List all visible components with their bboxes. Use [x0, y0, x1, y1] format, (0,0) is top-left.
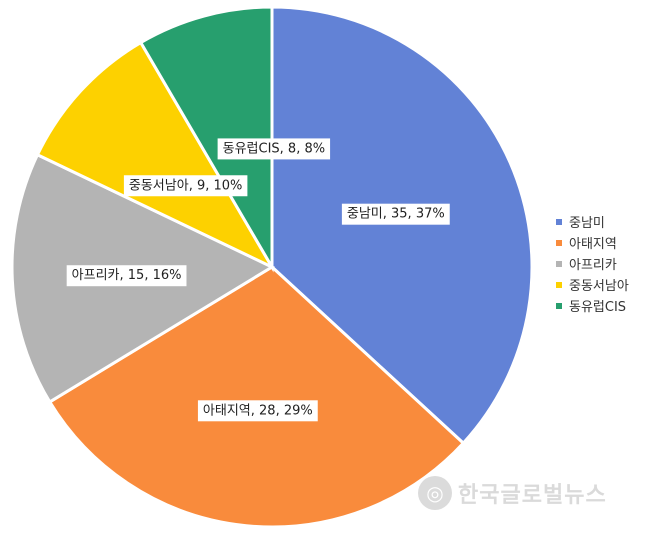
legend-label: 중남미: [569, 216, 605, 231]
data-label-box: [123, 175, 248, 197]
legend-item-latin-america: 중남미: [556, 211, 629, 232]
data-label-box: [341, 203, 450, 225]
data-label-latin-america: 중남미, 35, 37%: [347, 207, 445, 222]
watermark: ◎ 한국글로벌뉴스: [418, 476, 607, 510]
data-label-asia-pacific: 아태지역, 28, 29%: [203, 403, 313, 418]
legend-item-middle-east: 중동서남아: [556, 274, 629, 295]
legend-label: 아프리카: [569, 258, 617, 273]
legend-swatch: [556, 218, 562, 225]
legend-swatch: [556, 260, 562, 267]
pie-slice-latin-america: [270, 5, 534, 446]
legend-label: 동유럽CIS: [569, 300, 627, 315]
data-label-eastern-europe: 동유럽CIS, 8, 8%: [223, 141, 325, 156]
pie-slice-eastern-europe: [138, 5, 274, 273]
data-label-middle-east: 중동서남아, 9, 10%: [129, 178, 243, 193]
legend-swatch: [556, 281, 562, 288]
legend-item-asia-pacific: 아태지역: [556, 232, 629, 253]
pie-slice-middle-east: [35, 40, 276, 271]
watermark-text: 한국글로벌뉴스: [458, 483, 607, 508]
globe-icon: ◎: [418, 476, 452, 510]
legend-swatch: [556, 302, 562, 309]
legend-label: 중동서남아: [569, 279, 629, 294]
data-label-box: [217, 138, 331, 160]
legend-item-eastern-europe: 동유럽CIS: [556, 295, 629, 316]
legend-label: 아태지역: [569, 237, 617, 252]
data-label-africa: 아프리카, 15, 16%: [72, 268, 182, 283]
data-label-box: [197, 400, 318, 422]
pie-slice-asia-pacific: [47, 265, 466, 529]
data-label-box: [66, 265, 187, 287]
legend-swatch: [556, 239, 562, 246]
legend: 중남미 아태지역 아프리카 중동서남아 동유럽CIS: [556, 211, 629, 316]
legend-item-africa: 아프리카: [556, 253, 629, 274]
